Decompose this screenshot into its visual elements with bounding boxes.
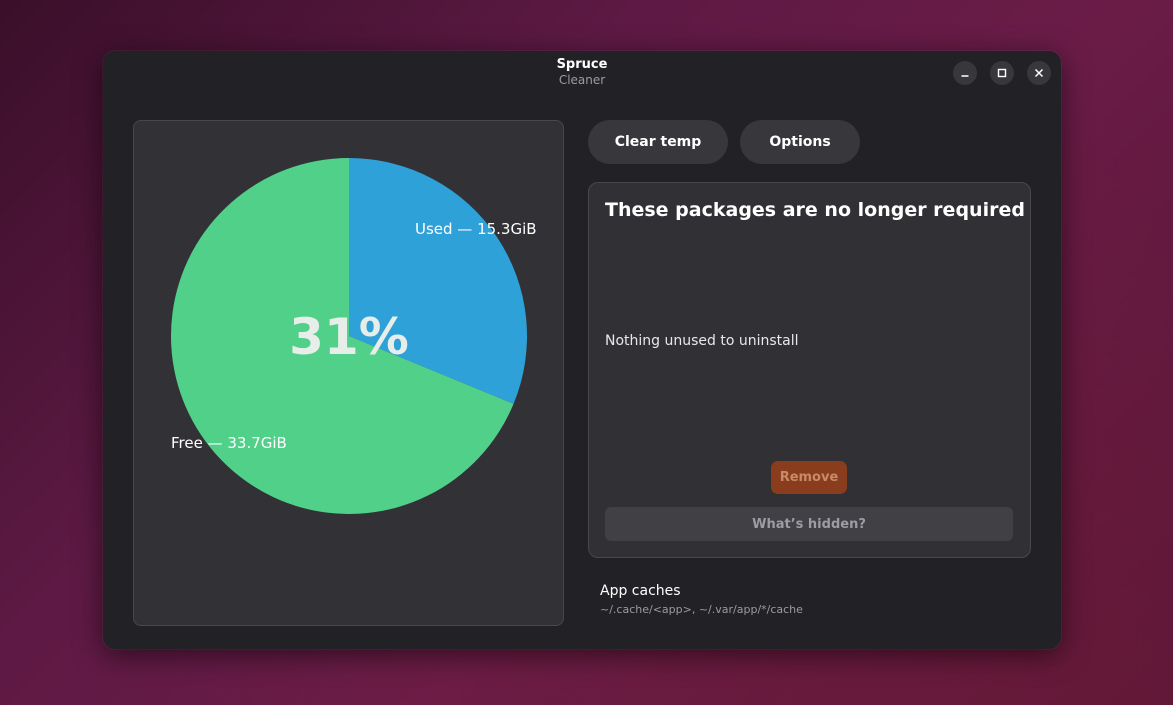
pie-slice-used — [349, 158, 527, 404]
app-caches-path: ~/.cache/<app>, ~/.var/app/*/cache — [600, 603, 803, 616]
pie-label-used: Used — 15.3GiB — [415, 220, 537, 238]
clear-temp-label: Clear temp — [614, 134, 702, 150]
pie-slice-free — [171, 158, 514, 514]
close-button[interactable] — [1027, 61, 1051, 85]
minimize-icon — [961, 75, 969, 77]
maximize-icon — [997, 68, 1007, 78]
window-title: Spruce — [556, 57, 608, 72]
title-bar[interactable]: Spruce Cleaner — [103, 51, 1061, 99]
pie-label-free: Free — 33.7GiB — [171, 434, 287, 452]
disk-usage-panel: Used — 15.3GiB Free — 33.7GiB 31% — [133, 120, 564, 626]
remove-button[interactable]: Remove — [771, 461, 847, 494]
options-label: Options — [769, 134, 831, 150]
pie-center-percentage: 31% — [289, 308, 409, 366]
window-subtitle: Cleaner — [558, 73, 606, 87]
packages-heading: These packages are no longer required — [605, 199, 1025, 221]
whats-hidden-label: What’s hidden? — [752, 516, 866, 532]
packages-empty-message: Nothing unused to uninstall — [605, 333, 799, 349]
whats-hidden-button[interactable]: What’s hidden? — [605, 507, 1013, 541]
app-window: Spruce Cleaner Used — 15.3GiB Free — 33.7… — [103, 51, 1061, 649]
unused-packages-card: These packages are no longer required No… — [588, 182, 1031, 558]
disk-usage-pie-chart: Used — 15.3GiB Free — 33.7GiB 31% — [171, 158, 537, 514]
maximize-button[interactable] — [990, 61, 1014, 85]
app-caches-title: App caches — [600, 583, 681, 599]
remove-label: Remove — [779, 470, 839, 485]
options-button[interactable]: Options — [740, 120, 860, 164]
clear-temp-button[interactable]: Clear temp — [588, 120, 728, 164]
minimize-button[interactable] — [953, 61, 977, 85]
close-icon — [1034, 68, 1044, 78]
title-block: Spruce Cleaner — [103, 57, 1061, 88]
